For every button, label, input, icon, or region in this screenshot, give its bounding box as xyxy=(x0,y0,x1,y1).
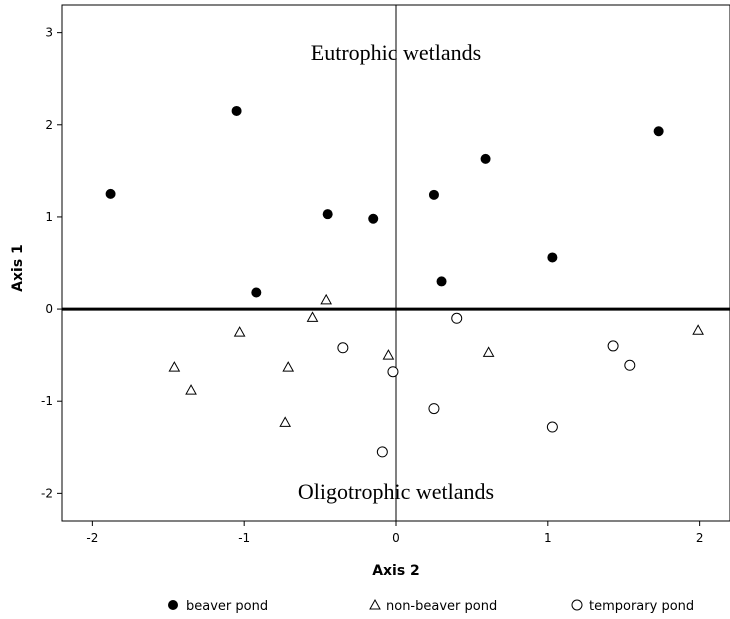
point-temporary-pond xyxy=(428,403,440,415)
point-beaver-pond xyxy=(436,276,447,287)
point-beaver-pond xyxy=(251,287,262,298)
y-tick-label: 2 xyxy=(45,118,53,132)
point-temporary-pond xyxy=(451,312,463,324)
y-tick-label: 1 xyxy=(45,210,53,224)
x-tick-label: -2 xyxy=(86,531,98,545)
point-beaver-pond xyxy=(231,105,242,116)
point-beaver-pond xyxy=(547,252,558,263)
x-tick-label: 0 xyxy=(392,531,400,545)
point-temporary-pond xyxy=(546,421,558,433)
point-temporary-pond xyxy=(607,340,619,352)
legend-label-beaver-pond: beaver pond xyxy=(186,599,268,614)
point-non-beaver-pond xyxy=(306,311,319,322)
x-tick-label: 1 xyxy=(544,531,552,545)
legend-marker-non-beaver-pond xyxy=(369,598,381,610)
point-beaver-pond xyxy=(480,153,491,164)
point-temporary-pond xyxy=(337,342,349,354)
point-non-beaver-pond xyxy=(168,361,181,372)
point-beaver-pond xyxy=(368,213,379,224)
y-tick-label: 3 xyxy=(45,26,53,40)
point-beaver-pond xyxy=(428,189,439,200)
region-label-oligotrophic: Oligotrophic wetlands xyxy=(298,479,494,504)
point-beaver-pond xyxy=(653,126,664,137)
point-non-beaver-pond xyxy=(320,293,333,305)
y-tick-label: -1 xyxy=(41,394,53,408)
point-non-beaver-pond xyxy=(233,326,246,337)
x-axis-title: Axis 2 xyxy=(372,563,420,579)
point-beaver-pond xyxy=(322,209,333,220)
legend-label-temporary-pond: temporary pond xyxy=(589,599,694,614)
point-temporary-pond xyxy=(387,366,399,378)
legend-label-non-beaver-pond: non-beaver pond xyxy=(386,599,497,614)
point-non-beaver-pond xyxy=(382,349,395,360)
x-tick-label: 2 xyxy=(696,531,704,545)
point-non-beaver-pond xyxy=(185,384,197,395)
point-non-beaver-pond xyxy=(282,361,295,372)
legend: beaver pond non-beaver pond temporary po… xyxy=(168,598,694,614)
region-label-eutrophic: Eutrophic wetlands xyxy=(311,40,481,65)
y-tick-label: 0 xyxy=(45,302,53,316)
point-temporary-pond xyxy=(624,359,636,371)
point-beaver-pond xyxy=(105,188,116,199)
legend-marker-beaver-pond xyxy=(168,600,178,610)
y-axis-title: Axis 1 xyxy=(10,244,26,292)
x-tick-label: -1 xyxy=(238,531,250,545)
point-non-beaver-pond xyxy=(482,346,495,357)
legend-marker-temporary-pond xyxy=(571,599,583,611)
point-non-beaver-pond xyxy=(692,324,704,335)
point-temporary-pond xyxy=(376,446,388,458)
y-tick-label: -2 xyxy=(41,486,53,500)
point-non-beaver-pond xyxy=(279,416,292,427)
